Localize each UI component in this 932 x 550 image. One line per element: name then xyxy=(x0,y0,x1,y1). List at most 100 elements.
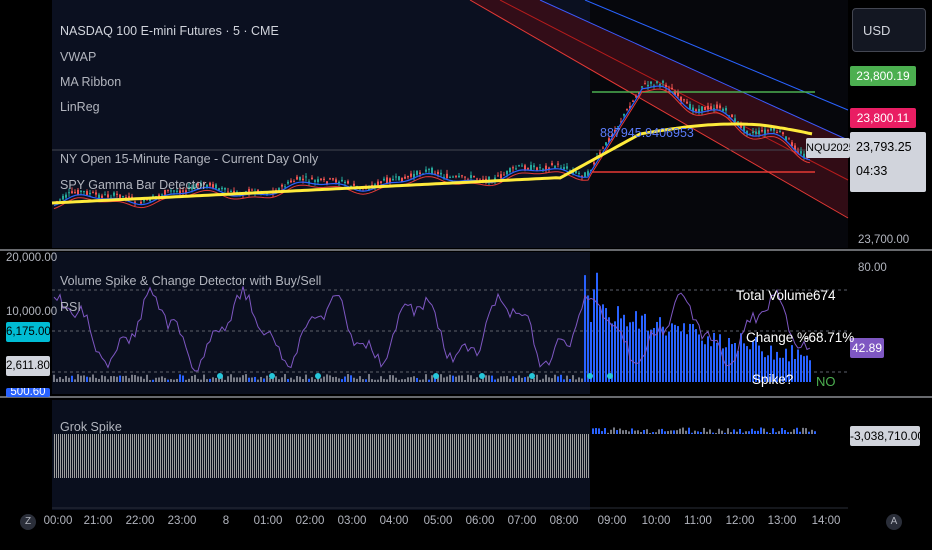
grok-bar xyxy=(619,428,621,434)
price-candle xyxy=(494,177,496,181)
auto-scale-left-button[interactable]: Z xyxy=(20,514,36,530)
volume-bar xyxy=(266,375,268,382)
time-label: 00:00 xyxy=(43,515,73,527)
grok-bar xyxy=(116,434,117,478)
price-candle xyxy=(788,138,790,140)
legend-ma-ribbon[interactable]: MA Ribbon xyxy=(60,75,122,89)
grok-bar xyxy=(254,434,255,478)
grok-bar xyxy=(334,434,335,478)
legend-linreg[interactable]: LinReg xyxy=(60,100,100,114)
price-candle xyxy=(551,163,553,166)
volume-bar xyxy=(182,375,184,382)
grok-bar xyxy=(703,427,705,434)
volume-bar xyxy=(740,333,742,382)
legend-ny-open[interactable]: NY Open 15-Minute Range - Current Day On… xyxy=(60,152,319,166)
legend-vwap[interactable]: VWAP xyxy=(60,50,97,64)
volume-bar xyxy=(521,377,523,382)
grok-bar xyxy=(592,428,594,434)
volume-bar xyxy=(695,329,697,382)
volume-bar xyxy=(614,321,616,382)
legend-grok[interactable]: Grok Spike xyxy=(60,420,122,434)
left-tag-cyan: 6,175.00 xyxy=(6,322,51,342)
price-candle xyxy=(107,194,109,198)
price-candle xyxy=(737,121,739,123)
grok-bar xyxy=(236,434,237,478)
volume-bar xyxy=(749,349,751,382)
price-candle xyxy=(182,190,184,192)
grok-bar xyxy=(240,434,241,478)
grok-bar xyxy=(811,429,813,434)
grok-bar xyxy=(490,434,491,478)
rsi-scale-top: 80.00 xyxy=(858,262,887,274)
grok-bar xyxy=(516,434,517,478)
grok-bar xyxy=(212,434,213,478)
legend-rsi[interactable]: RSI xyxy=(60,300,81,314)
volume-bar xyxy=(380,376,382,382)
grok-bar xyxy=(320,434,321,478)
grok-bar xyxy=(230,434,231,478)
volume-bar xyxy=(314,379,316,382)
price-candle xyxy=(647,84,649,87)
price-candle xyxy=(302,178,304,181)
volume-bar xyxy=(560,374,562,382)
grok-bar xyxy=(524,434,525,478)
price-candle xyxy=(368,189,370,191)
price-candle xyxy=(122,196,124,198)
grok-bar xyxy=(60,434,61,478)
grok-bar xyxy=(482,434,483,478)
volume-bar xyxy=(536,374,538,382)
legend-spy-gamma[interactable]: SPY Gamma Bar Detector xyxy=(60,178,207,192)
grok-bar xyxy=(90,434,91,478)
symbol-title[interactable]: NASDAQ 100 E-mini Futures · 5 · CME xyxy=(60,24,279,38)
volume-bar xyxy=(164,377,166,382)
grok-bar xyxy=(80,434,81,478)
price-candle xyxy=(350,186,352,188)
legend-volume-spike[interactable]: Volume Spike & Change Detector with Buy/… xyxy=(60,274,322,288)
grok-bar xyxy=(440,434,441,478)
volume-bar xyxy=(212,377,214,382)
price-candle xyxy=(347,181,349,184)
grok-bar xyxy=(554,434,555,478)
volume-bar xyxy=(278,379,280,382)
currency-button[interactable]: USD xyxy=(852,8,926,52)
grok-bar xyxy=(796,427,798,434)
price-candle xyxy=(701,106,703,112)
price-candle xyxy=(512,167,514,169)
price-candle xyxy=(284,186,286,188)
price-candle xyxy=(686,101,688,104)
price-candle xyxy=(158,194,160,197)
auto-scale-button[interactable]: A xyxy=(886,514,902,530)
grok-bar xyxy=(62,434,63,478)
grok-bar xyxy=(438,434,439,478)
price-candle xyxy=(170,190,172,192)
volume-bar xyxy=(737,350,739,382)
volume-bar xyxy=(464,379,466,382)
grok-bar xyxy=(691,432,693,434)
price-candle xyxy=(581,175,583,177)
grok-bar xyxy=(324,434,325,478)
grok-bar xyxy=(512,434,513,478)
grok-bar xyxy=(745,431,747,434)
volume-bar xyxy=(629,322,631,382)
price-candle xyxy=(608,138,610,143)
volume-bar xyxy=(782,357,784,382)
volume-bar xyxy=(635,311,637,382)
volume-bar xyxy=(479,379,481,382)
grok-bar xyxy=(468,434,469,478)
grok-bar xyxy=(102,434,103,478)
grok-bar xyxy=(625,429,627,434)
grok-bar xyxy=(730,432,732,434)
spike-marker xyxy=(269,373,275,379)
price-candle xyxy=(101,195,103,198)
volume-bar xyxy=(494,379,496,382)
price-candle xyxy=(383,178,385,181)
volume-bar xyxy=(230,374,232,382)
volume-bar xyxy=(224,379,226,382)
price-candle xyxy=(221,187,223,190)
volume-bar xyxy=(530,379,532,382)
grok-bar xyxy=(88,434,89,478)
volume-bar xyxy=(809,360,811,382)
price-candle xyxy=(683,99,685,101)
grok-bar xyxy=(466,434,467,478)
